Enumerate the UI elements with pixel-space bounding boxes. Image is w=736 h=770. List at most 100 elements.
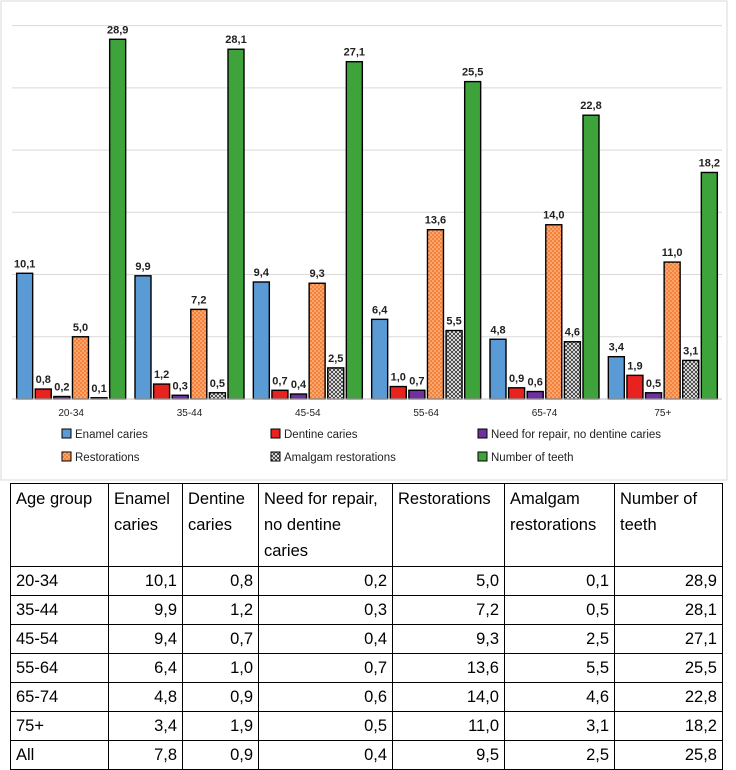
legend-item-label: Dentine caries [284,429,358,441]
bar [644,392,663,400]
table-row-label: 75+ [10,711,109,741]
table-cell: 5,0 [392,566,505,596]
table-cell: 25,5 [614,653,723,683]
table-cell: 7,2 [392,595,505,625]
header-enamel-caries: Enamel caries [108,483,183,567]
header-restorations: Restorations [392,483,505,567]
legend: Enamel caries Dentine caries Need for repa… [61,428,661,464]
bar [626,374,644,400]
table-row-label: 20-34 [10,566,109,596]
table-cell: 10,1 [108,566,183,596]
table-cell: 28,1 [614,595,723,625]
table-cell: 2,5 [504,740,615,770]
table-cell: 14,0 [392,682,505,712]
bar [252,281,271,400]
legend-item-label: Number of teeth [491,452,573,464]
data-label: 18,2 [699,157,720,169]
bar [71,336,90,400]
table-cell: 25,8 [614,740,723,770]
data-label: 28,9 [107,24,128,36]
table-cell: 11,0 [392,711,505,741]
data-label: 3,1 [683,345,698,357]
table-body: 20-34 10,1 0,8 0,2 5,0 0,1 28,9 35-44 9,9 1,2 0,3 7… [10,566,723,770]
bar [700,171,719,400]
table-row-label: 55-64 [10,653,109,683]
header-need-for-repair: Need for repair, no dentine caries [258,483,393,567]
bar [463,80,482,400]
legend-swatch [477,451,488,462]
table-row: 55-64 6,4 1,0 0,7 13,6 5,5 25,5 [10,653,723,683]
bar [190,308,208,400]
x-axis: 20-34 35-44 45-54 55-64 65-74 75+ [12,398,722,419]
bar [327,367,345,400]
bar [370,318,389,400]
table-cell: 9,9 [108,595,183,625]
bar [271,389,289,400]
data-label: 1,9 [627,360,642,372]
data-label: 3,4 [609,342,625,354]
table-cell: 1,2 [182,595,259,625]
table-cell: 0,5 [504,595,615,625]
table-cell: 0,8 [182,566,259,596]
table-cell: 1,9 [182,711,259,741]
bar [208,392,227,400]
table-cell: 0,7 [182,624,259,654]
header-dentine-caries: Dentine caries [182,483,259,567]
data-label: 0,4 [291,379,307,391]
data-label: 0,7 [272,375,287,387]
data-label: 27,1 [344,47,365,59]
data-label: 0,5 [210,378,225,390]
data-label: 10,1 [14,258,35,270]
bar [526,390,544,400]
table-cell: 6,4 [108,653,183,683]
table-row: 20-34 10,1 0,8 0,2 5,0 0,1 28,9 [10,566,723,596]
header-amalgam-restorations: Amalgam restorations [504,483,615,567]
bar [663,261,681,400]
bar [171,394,189,400]
table-cell: 9,4 [108,624,183,654]
table-cell: 0,1 [504,566,615,596]
data-label: 0,3 [173,380,188,392]
legend-item-label: Enamel caries [75,429,148,441]
data-label: 5,0 [73,322,88,334]
x-tick-label: 35-44 [177,408,203,419]
bar [408,389,426,400]
table-row-label: All [10,740,109,770]
x-tick-label: 45-54 [295,408,321,419]
table-cell: 28,9 [614,566,723,596]
data-label: 9,4 [254,267,270,279]
data-labels: 10,1 0,80,2 5,0 0,1 28,9 9,9 1,2 0,3 7,2 0,5 28,1 9… [14,24,720,394]
data-label: 0,5 [646,378,661,390]
header-number-of-teeth: Number of teeth [614,483,723,567]
table-cell: 18,2 [614,711,723,741]
data-label: 1,0 [391,372,406,384]
legend-swatch [477,428,488,439]
legend-item-label: Need for repair, no dentine caries [491,429,661,441]
table-row: 65-74 4,8 0,9 0,6 14,0 4,6 22,8 [10,682,723,712]
data-label: 4,8 [490,324,505,336]
data-label: 9,3 [309,268,324,280]
x-tick-label: 75+ [654,408,671,419]
bar [34,388,52,400]
header-age-group: Age group [10,483,109,567]
table-cell: 0,6 [258,682,393,712]
bar [582,114,600,400]
table-cell: 0,2 [258,566,393,596]
legend-item-label: Amalgam restorations [284,452,396,464]
table-cell: 9,5 [392,740,505,770]
table-cell: 0,3 [258,595,393,625]
data-table: Age group Enamel caries Dentine caries N… [10,483,723,770]
data-label: 11,0 [662,247,683,259]
table-row-label: 45-54 [10,624,109,654]
table-cell: 22,8 [614,682,723,712]
bar [345,60,364,400]
data-label: 0,9 [509,373,524,385]
legend-swatch [270,451,281,462]
table-cell: 0,7 [258,653,393,683]
data-label: 1,2 [154,369,169,381]
data-label: 0,2 [54,382,69,394]
bar [445,329,463,400]
data-label: 0,6 [528,377,543,389]
bar [308,282,326,400]
data-label: 2,5 [328,353,343,365]
